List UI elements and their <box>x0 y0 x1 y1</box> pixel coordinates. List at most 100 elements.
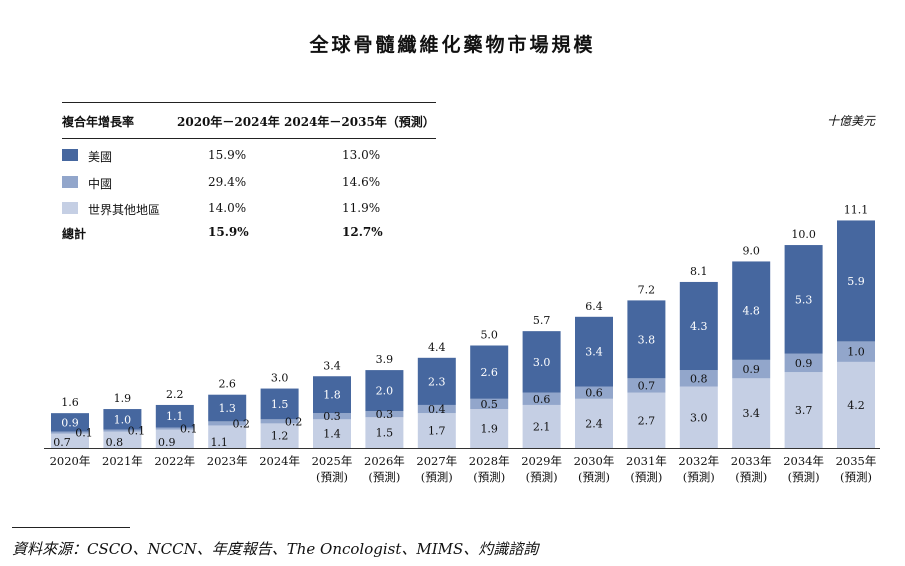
bar-segment <box>470 409 509 448</box>
legend-swatch-usa <box>62 149 78 161</box>
x-tick-label: 2032年 <box>678 454 719 468</box>
table-top-rule <box>62 102 436 103</box>
bar-value-label: 1.9 <box>480 423 498 436</box>
bar-total-label: 1.9 <box>114 392 132 405</box>
x-tick-sublabel: (預測) <box>630 470 662 484</box>
x-tick-label: 2024年 <box>259 454 300 468</box>
bar-segment <box>837 341 875 362</box>
x-tick-sublabel: (預測) <box>473 470 505 484</box>
bar-segment <box>784 353 823 373</box>
bar-segment <box>51 433 89 448</box>
bar-segment <box>155 427 194 430</box>
bar-segment <box>679 370 718 387</box>
bar-value-label: 1.8 <box>323 389 341 402</box>
x-tick-sublabel: (預測) <box>788 470 820 484</box>
bar-segment <box>522 392 561 405</box>
bar-segment <box>679 281 718 371</box>
bar-segment <box>732 378 771 448</box>
x-tick-label: 2025年 <box>312 454 353 468</box>
bar-segment <box>260 423 299 448</box>
bar-total-label: 6.4 <box>585 300 603 313</box>
bar-segment <box>732 261 771 360</box>
bar-value-label: 0.3 <box>376 408 394 421</box>
bar-value-label: 3.4 <box>742 407 760 420</box>
bar-segment <box>103 431 142 448</box>
bar-value-label: 0.1 <box>180 423 198 436</box>
x-tick-sublabel: (預測) <box>526 470 558 484</box>
x-tick-label: 2028年 <box>469 454 510 468</box>
bar-segment <box>208 425 247 448</box>
bar-value-label: 0.8 <box>106 436 124 449</box>
bar-value-label: 1.2 <box>271 430 289 443</box>
x-tick-label: 2035年 <box>836 454 877 468</box>
bar-value-label: 5.3 <box>795 293 813 306</box>
bar-segment <box>575 398 613 448</box>
x-tick-label: 2031年 <box>626 454 667 468</box>
bar-value-label: 0.9 <box>742 363 760 376</box>
bar-value-label: 1.1 <box>166 410 184 423</box>
x-tick-label: 2026年 <box>364 454 405 468</box>
bar-value-label: 3.0 <box>533 356 551 369</box>
unit-label: 十億美元 <box>826 114 875 128</box>
bar-segment <box>732 359 771 379</box>
x-tick-label: 2020年 <box>50 454 91 468</box>
table-header-rule <box>62 138 436 139</box>
x-tick-label: 2023年 <box>207 454 248 468</box>
legend-swatch-china <box>62 176 78 188</box>
bar-value-label: 2.3 <box>428 375 446 388</box>
bar-segment <box>260 419 299 424</box>
legend-label-rest-of-world: 世界其他地區 <box>88 203 161 217</box>
bar-value-label: 0.2 <box>232 417 250 430</box>
x-tick-sublabel: (預測) <box>578 470 610 484</box>
bar-total-label: 10.0 <box>791 228 816 241</box>
bar-total-label: 11.1 <box>844 203 869 216</box>
bar-value-label: 2.7 <box>638 414 656 427</box>
bar-value-label: 1.5 <box>271 398 289 411</box>
bar-total-label: 4.4 <box>428 341 446 354</box>
bar-total-label: 9.0 <box>742 244 760 257</box>
x-tick-sublabel: (預測) <box>316 470 348 484</box>
bar-value-label: 4.3 <box>690 320 708 333</box>
legend-swatch-rest-of-world <box>62 202 78 214</box>
bar-segment <box>155 404 194 428</box>
bar-value-label: 2.1 <box>533 420 551 433</box>
x-tick-label: 2034年 <box>783 454 824 468</box>
bar-value-label: 0.4 <box>428 403 446 416</box>
bar-value-label: 5.9 <box>847 275 865 288</box>
bar-segment <box>51 413 89 432</box>
bar-segment <box>679 386 718 448</box>
legend-label-usa: 美國 <box>88 150 113 164</box>
cagr-total-period2: 12.7% <box>342 225 383 239</box>
x-tick-label: 2029年 <box>521 454 562 468</box>
x-tick-sublabel: (預測) <box>735 470 767 484</box>
table-header-period1: 2020年－2024年 <box>177 115 280 129</box>
table-header-label: 複合年增長率 <box>62 115 135 129</box>
bar-total-label: 5.7 <box>533 314 551 327</box>
bar-segment <box>313 376 351 414</box>
bar-value-label: 0.6 <box>585 387 603 400</box>
bar-value-label: 0.9 <box>795 357 813 370</box>
bar-value-label: 3.0 <box>690 411 708 424</box>
bar-value-label: 0.8 <box>690 372 708 385</box>
bar-value-label: 1.0 <box>847 346 865 359</box>
bar-total-label: 8.1 <box>690 265 708 278</box>
bar-segment <box>837 361 875 448</box>
total-label: 總計 <box>62 227 87 241</box>
bar-total-label: 3.0 <box>271 372 289 385</box>
bar-value-label: 0.6 <box>533 393 551 406</box>
x-tick-sublabel: (預測) <box>421 470 453 484</box>
bar-value-label: 0.1 <box>128 425 146 438</box>
bar-value-label: 3.7 <box>795 404 813 417</box>
bar-segment <box>365 370 404 412</box>
source-rule <box>12 527 130 528</box>
bar-segment <box>784 245 823 354</box>
bar-segment <box>313 413 351 420</box>
bar-value-label: 1.7 <box>428 425 446 438</box>
bar-total-label: 2.6 <box>218 378 236 391</box>
bar-segment <box>417 404 456 414</box>
bar-value-label: 1.4 <box>323 428 341 441</box>
chart-title: 全球骨髓纖維化藥物市場規模 <box>309 34 596 56</box>
cagr-total-period1: 15.9% <box>208 225 249 239</box>
bar-value-label: 0.5 <box>480 398 498 411</box>
